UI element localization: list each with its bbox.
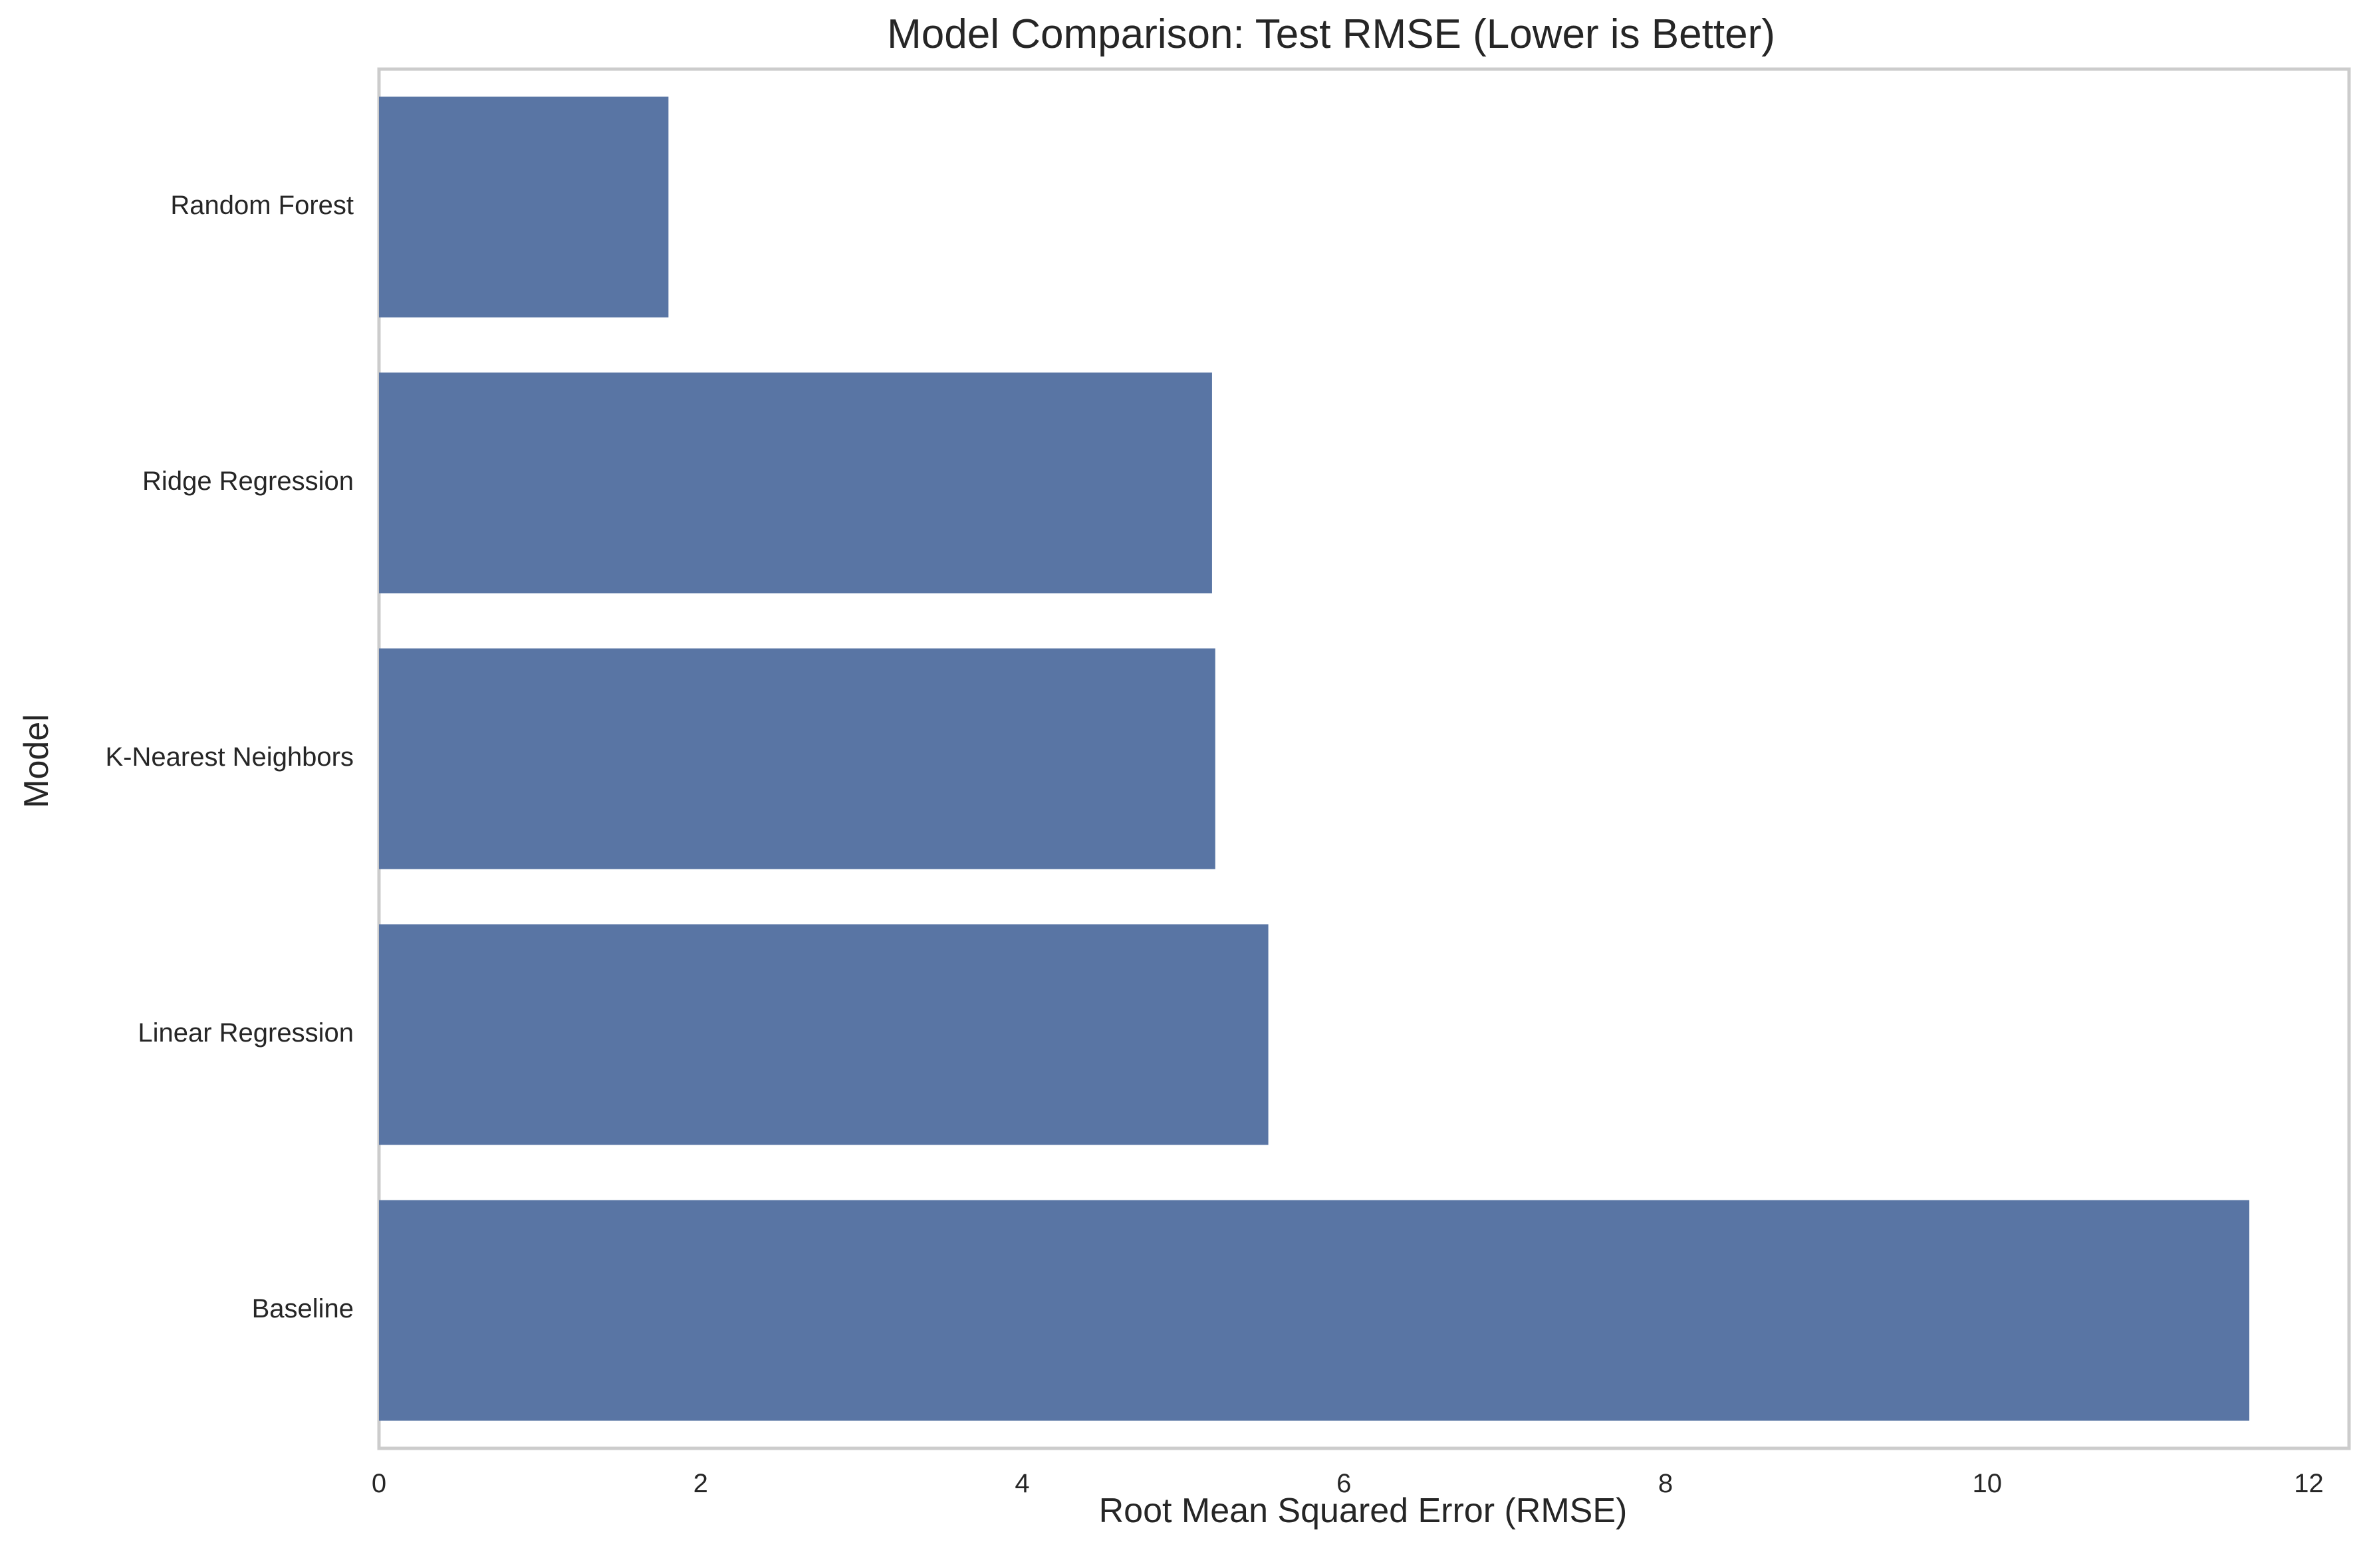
bar-baseline <box>379 1200 2250 1421</box>
bars-layer <box>379 96 2250 1421</box>
x-tick-label: 0 <box>372 1469 386 1498</box>
x-tick-label: 6 <box>1336 1469 1351 1498</box>
y-tick-labels: Random Forest Ridge Regression K-Nearest N… <box>106 191 354 1323</box>
bar-linear-regression <box>379 924 1269 1145</box>
x-tick-label: 8 <box>1658 1469 1673 1498</box>
bar-ridge-regression <box>379 372 1212 594</box>
x-tick-label: 12 <box>2294 1469 2324 1498</box>
y-tick-label: Random Forest <box>170 191 354 220</box>
x-tick-label: 10 <box>1973 1469 2003 1498</box>
x-axis-label: Root Mean Squared Error (RMSE) <box>1099 1492 1628 1530</box>
y-tick-label: Baseline <box>252 1294 354 1323</box>
y-tick-label: Linear Regression <box>138 1018 354 1048</box>
x-tick-label: 4 <box>1015 1469 1029 1498</box>
bar-random-forest <box>379 96 669 318</box>
x-tick-label: 2 <box>693 1469 708 1498</box>
x-tick-labels: 0 2 4 6 8 10 12 <box>372 1469 2324 1498</box>
chart-title: Model Comparison: Test RMSE (Lower is Be… <box>887 11 1775 57</box>
y-axis-label: Model <box>17 714 56 808</box>
y-tick-label: K-Nearest Neighbors <box>106 742 354 772</box>
bar-k-nearest-neighbors <box>379 648 1215 869</box>
y-tick-label: Ridge Regression <box>142 467 354 496</box>
